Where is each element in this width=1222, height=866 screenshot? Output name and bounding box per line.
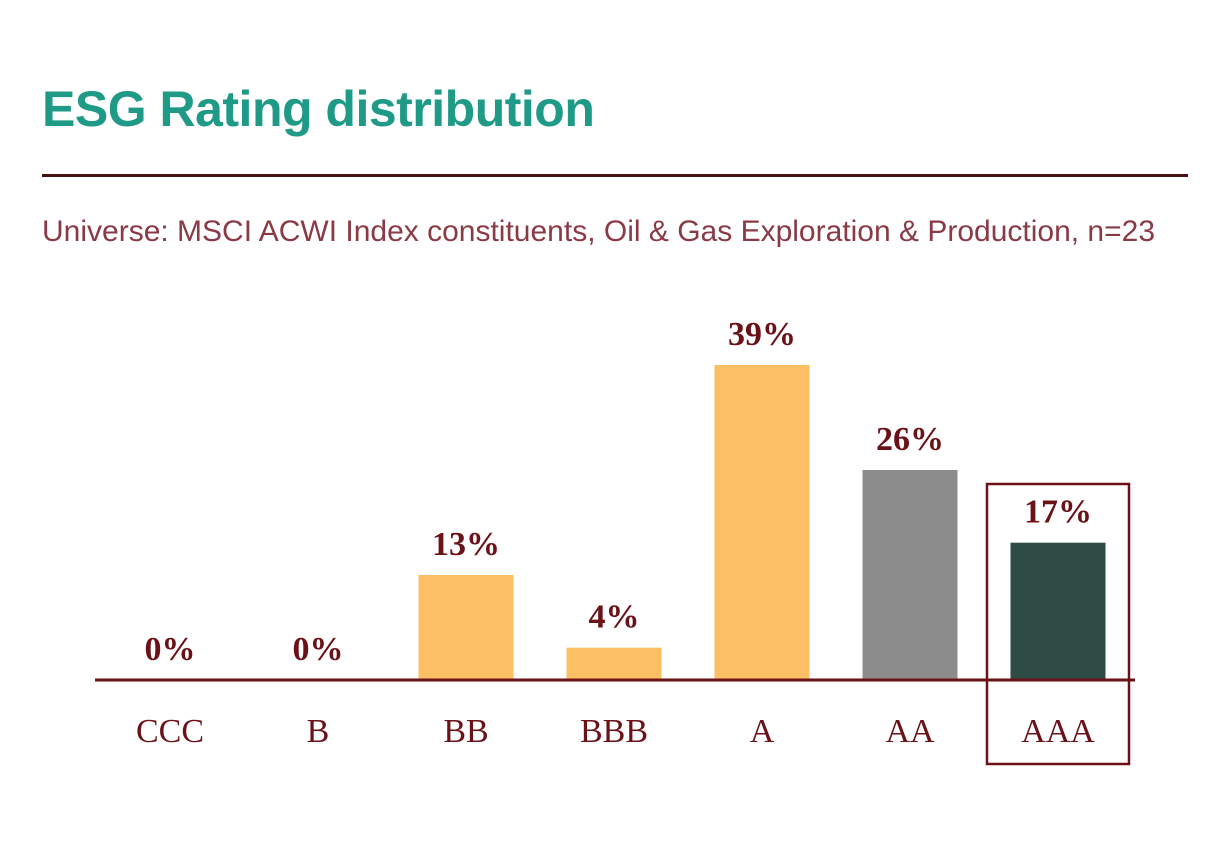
value-label-ccc: 0% (145, 631, 196, 668)
value-label-a: 39% (728, 316, 796, 353)
category-label-bb: BB (443, 713, 488, 750)
bar-bb (418, 575, 514, 680)
chart-subtitle: Universe: MSCI ACWI Index constituents, … (42, 215, 1156, 248)
bar-bbb (566, 647, 662, 680)
bar-a (714, 365, 810, 680)
bar-aaa (1010, 542, 1106, 680)
title-divider (42, 174, 1188, 177)
value-label-bbb: 4% (589, 599, 640, 636)
value-label-b: 0% (293, 631, 344, 668)
page-title: ESG Rating distribution (42, 81, 595, 137)
value-label-aa: 26% (876, 421, 944, 458)
highlight-box (985, 482, 1131, 766)
bar-aa (862, 470, 958, 680)
category-label-b: B (307, 713, 330, 750)
category-label-aaa: AAA (1021, 713, 1095, 750)
category-label-aa: AA (885, 713, 935, 750)
category-label-a: A (750, 713, 775, 750)
category-label-ccc: CCC (136, 713, 204, 750)
value-label-aaa: 17% (1024, 494, 1092, 531)
value-label-bb: 13% (432, 526, 500, 563)
category-label-bbb: BBB (580, 713, 648, 750)
